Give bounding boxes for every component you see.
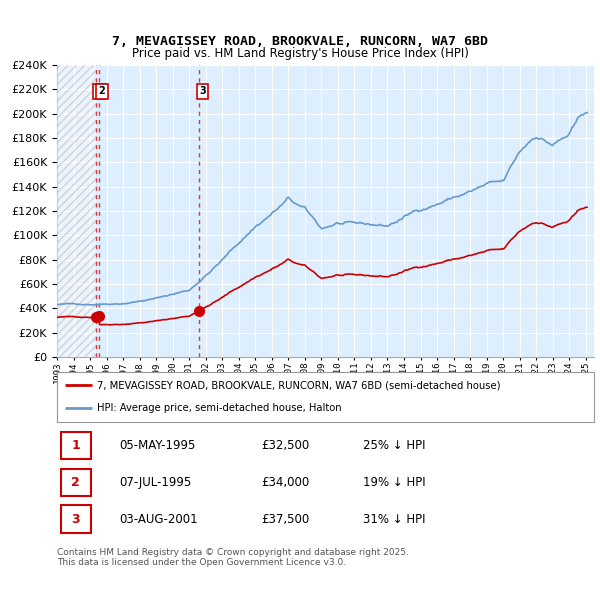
Text: 2: 2 [71, 476, 80, 489]
Text: Contains HM Land Registry data © Crown copyright and database right 2025.
This d: Contains HM Land Registry data © Crown c… [57, 548, 409, 567]
Text: 19% ↓ HPI: 19% ↓ HPI [363, 476, 426, 489]
Text: £37,500: £37,500 [261, 513, 310, 526]
Text: 7, MEVAGISSEY ROAD, BROOKVALE, RUNCORN, WA7 6BD: 7, MEVAGISSEY ROAD, BROOKVALE, RUNCORN, … [112, 35, 488, 48]
Text: 05-MAY-1995: 05-MAY-1995 [119, 439, 195, 452]
Text: 25% ↓ HPI: 25% ↓ HPI [363, 439, 425, 452]
Text: 07-JUL-1995: 07-JUL-1995 [119, 476, 191, 489]
Text: £34,000: £34,000 [261, 476, 310, 489]
Text: 03-AUG-2001: 03-AUG-2001 [119, 513, 197, 526]
Text: 1: 1 [96, 86, 103, 96]
FancyBboxPatch shape [61, 468, 91, 496]
FancyBboxPatch shape [61, 505, 91, 533]
Text: £32,500: £32,500 [261, 439, 310, 452]
Text: 31% ↓ HPI: 31% ↓ HPI [363, 513, 425, 526]
Text: 1: 1 [71, 439, 80, 452]
Text: Price paid vs. HM Land Registry's House Price Index (HPI): Price paid vs. HM Land Registry's House … [131, 47, 469, 60]
Text: 3: 3 [199, 86, 206, 96]
FancyBboxPatch shape [57, 372, 594, 422]
Text: 2: 2 [98, 86, 106, 96]
Text: 7, MEVAGISSEY ROAD, BROOKVALE, RUNCORN, WA7 6BD (semi-detached house): 7, MEVAGISSEY ROAD, BROOKVALE, RUNCORN, … [97, 380, 501, 390]
FancyBboxPatch shape [61, 432, 91, 459]
Text: HPI: Average price, semi-detached house, Halton: HPI: Average price, semi-detached house,… [97, 404, 342, 414]
Text: 3: 3 [71, 513, 80, 526]
